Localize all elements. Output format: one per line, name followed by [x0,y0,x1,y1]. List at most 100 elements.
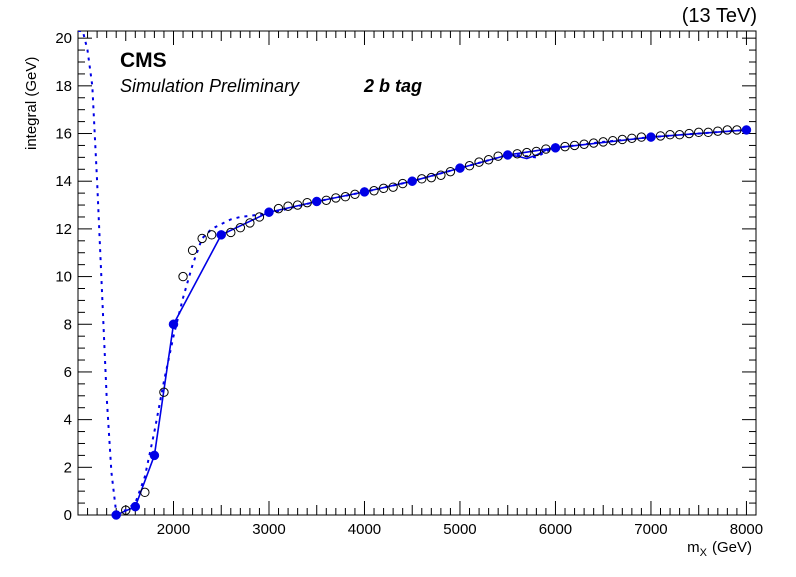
open-marker [569,140,580,151]
y-axis-label: integral (GeV) [23,57,40,150]
y-tick-label: 16 [55,126,72,143]
tag-label: 2 b tag [363,76,422,96]
filled-marker [359,187,370,197]
energy-label: (13 TeV) [682,5,757,27]
x-tick-label: 6000 [539,521,572,538]
open-marker [694,127,704,138]
open-marker [588,138,599,148]
open-marker [340,192,351,202]
open-marker [732,125,742,135]
open-marker [273,203,284,214]
open-marker [417,174,427,184]
x-tick-label: 3000 [252,521,285,538]
open-marker [302,197,312,208]
dashed-series-line [78,31,747,514]
open-marker [636,132,647,142]
y-tick-label: 6 [64,364,72,381]
y-tick-label: 0 [64,507,72,524]
open-marker [292,200,303,210]
y-tick-label: 14 [55,173,72,190]
open-marker [464,161,475,171]
filled-marker [741,125,752,135]
y-tick-label: 10 [55,269,72,286]
filled-marker [149,450,160,461]
open-marker [331,193,341,203]
filled-marker [646,132,656,142]
open-marker [197,233,207,244]
open-marker [493,151,503,161]
y-tick-label: 8 [64,316,72,333]
cms-label: CMS [120,49,167,72]
open-marker [178,271,188,282]
open-marker [541,144,551,154]
filled-marker [168,319,179,330]
y-tick-label: 18 [55,78,72,95]
open-marker [608,135,618,146]
open-marker [140,487,150,498]
solid-series-line [115,129,747,516]
open-marker [665,130,675,140]
open-marker [522,147,532,158]
x-axis-label-main: m [687,539,700,556]
open-marker [388,182,398,192]
simulation-preliminary-label: Simulation Preliminary [120,76,300,96]
open-marker [321,195,331,205]
y-tick-label: 4 [64,412,72,429]
open-marker [560,141,570,152]
x-axis-label-subscript: X [700,547,708,559]
open-marker [426,172,437,183]
open-marker [598,137,608,147]
filled-marker [264,207,274,217]
open-marker [722,125,733,135]
open-marker [226,227,236,238]
filled-marker [111,510,121,520]
x-tick-label: 2000 [157,521,190,538]
filled-marker [407,176,417,186]
open-marker [350,189,360,200]
open-marker [378,183,389,194]
open-marker [531,146,542,157]
open-marker [159,387,169,397]
open-marker [121,505,131,515]
filled-marker [455,163,465,173]
open-marker [235,222,246,233]
x-tick-label: 8000 [730,521,763,538]
filled-marker [216,230,226,240]
plot-frame [77,30,757,516]
open-marker [445,166,456,177]
open-marker [436,170,446,180]
filled-marker [130,501,141,512]
filled-marker [311,196,322,207]
series-layer [78,31,752,520]
y-tick-label: 12 [55,221,72,238]
open-marker [187,245,198,256]
open-marker [627,133,637,143]
open-marker [283,201,293,211]
open-marker [206,230,217,240]
open-marker [674,130,685,140]
open-marker [397,178,408,189]
open-marker [617,134,628,145]
x-axis-label-unit: (GeV) [712,539,752,556]
filled-marker [502,150,513,160]
open-marker [483,155,494,165]
x-axis-label: mX (GeV) [687,539,752,559]
open-marker [474,157,484,167]
open-marker [713,126,723,136]
x-tick-label: 4000 [348,521,381,538]
open-marker [512,149,522,159]
open-marker [655,131,666,141]
y-tick-label: 2 [64,459,72,476]
open-marker [684,128,694,139]
open-marker [245,218,255,228]
x-tick-label: 7000 [634,521,667,538]
open-marker [703,127,713,138]
open-marker [369,186,379,196]
filled-marker [550,143,561,153]
y-tick-label: 20 [55,30,72,47]
open-marker [579,139,589,149]
axis-ticks: 2000 3000 4000 5000 6000 7000 8000 0 2 4 6 8 10 12 14 1… [55,30,763,538]
x-tick-label: 5000 [443,521,476,538]
